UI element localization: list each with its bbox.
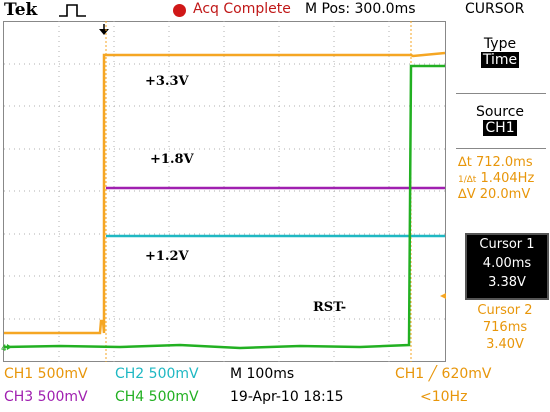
ch1-scale: CH1 500mV	[4, 366, 88, 382]
trace-label-3v3: +3.3V	[145, 74, 190, 89]
ch4-trace	[3, 64, 445, 350]
delta-voltage-readout: ∆V 20.0mV	[458, 187, 530, 203]
cursor2-time: 716ms	[482, 320, 528, 335]
type-label: Type	[483, 36, 517, 52]
trigger-level-marker-icon[interactable]	[440, 293, 446, 299]
channel-readouts: CH1 500mV CH2 500mV CH3 500mV CH4 500mV …	[0, 364, 550, 412]
source-selector[interactable]: Source CH1	[456, 104, 544, 136]
cursor2-button[interactable]: Cursor 2 716ms 3.40V	[465, 302, 545, 353]
grid-lines	[4, 21, 445, 362]
menu-title: CURSOR	[465, 1, 525, 17]
waveform-graticule: 4 +3.3V +1.8V +1.2V RST-	[1, 21, 446, 362]
horizontal-position: M Pos: 300.0ms	[305, 1, 416, 17]
trigger-frequency: <10Hz	[420, 389, 468, 405]
delta-icon: ∆V	[458, 187, 476, 202]
cursor1-volt: 3.38V	[488, 275, 526, 290]
acquisition-status: Acq Complete	[193, 1, 291, 17]
inverse-delta-icon: 1/∆t	[458, 175, 477, 185]
ch1-trace	[4, 51, 446, 335]
cursor2-title: Cursor 2	[477, 303, 533, 318]
cursor1-title: Cursor 1	[479, 237, 535, 252]
ch4-scale: CH4 500mV	[115, 389, 199, 405]
date-time-readout: 19-Apr-10 18:15	[230, 389, 344, 405]
timebase-readout: M 100ms	[230, 366, 295, 382]
delta-v-value: 20.0mV	[479, 187, 531, 202]
trace-label-1v2: +1.2V	[145, 249, 190, 264]
trigger-readout: CH1 ╱ 620mV	[395, 366, 492, 382]
svg-text:4: 4	[1, 344, 7, 354]
inv-delta-t-value: 1.404Hz	[480, 171, 535, 186]
trace-label-1v8: +1.8V	[150, 152, 195, 167]
inverse-delta-time-readout: 1/∆t 1.404Hz	[458, 171, 534, 188]
cursor1-time: 4.00ms	[482, 256, 532, 271]
trace-label-rst: RST-	[313, 300, 346, 315]
channel-ground-marker-icon[interactable]: 4	[1, 344, 12, 354]
source-label: Source	[475, 104, 525, 120]
status-bar: Tek Acq Complete M Pos: 300.0ms CURSOR	[0, 0, 550, 20]
menu-divider	[456, 93, 546, 94]
type-value: Time	[480, 52, 520, 68]
ch2-scale: CH2 500mV	[115, 366, 199, 382]
cursor2-volt: 3.40V	[486, 337, 524, 352]
type-selector[interactable]: Type Time	[456, 36, 544, 68]
trigger-marker-icon[interactable]	[99, 24, 109, 35]
delta-time-readout: ∆t 712.0ms	[458, 155, 533, 171]
source-value: CH1	[483, 120, 517, 136]
record-indicator-icon	[173, 4, 186, 17]
trigger-pulse-icon	[59, 4, 86, 17]
waveform-display: 4 +3.3V +1.8V +1.2V RST-	[0, 21, 449, 363]
cursor1-button[interactable]: Cursor 1 4.00ms 3.38V	[465, 233, 549, 300]
brand-logo: Tek	[4, 0, 38, 20]
cursor-side-menu: Type Time Source CH1 ∆t 712.0ms 1/∆t 1.4…	[452, 21, 550, 363]
delta-icon: ∆t	[458, 155, 472, 170]
ch3-scale: CH3 500mV	[4, 389, 88, 405]
delta-t-value: 712.0ms	[475, 155, 533, 170]
menu-divider	[456, 148, 546, 149]
